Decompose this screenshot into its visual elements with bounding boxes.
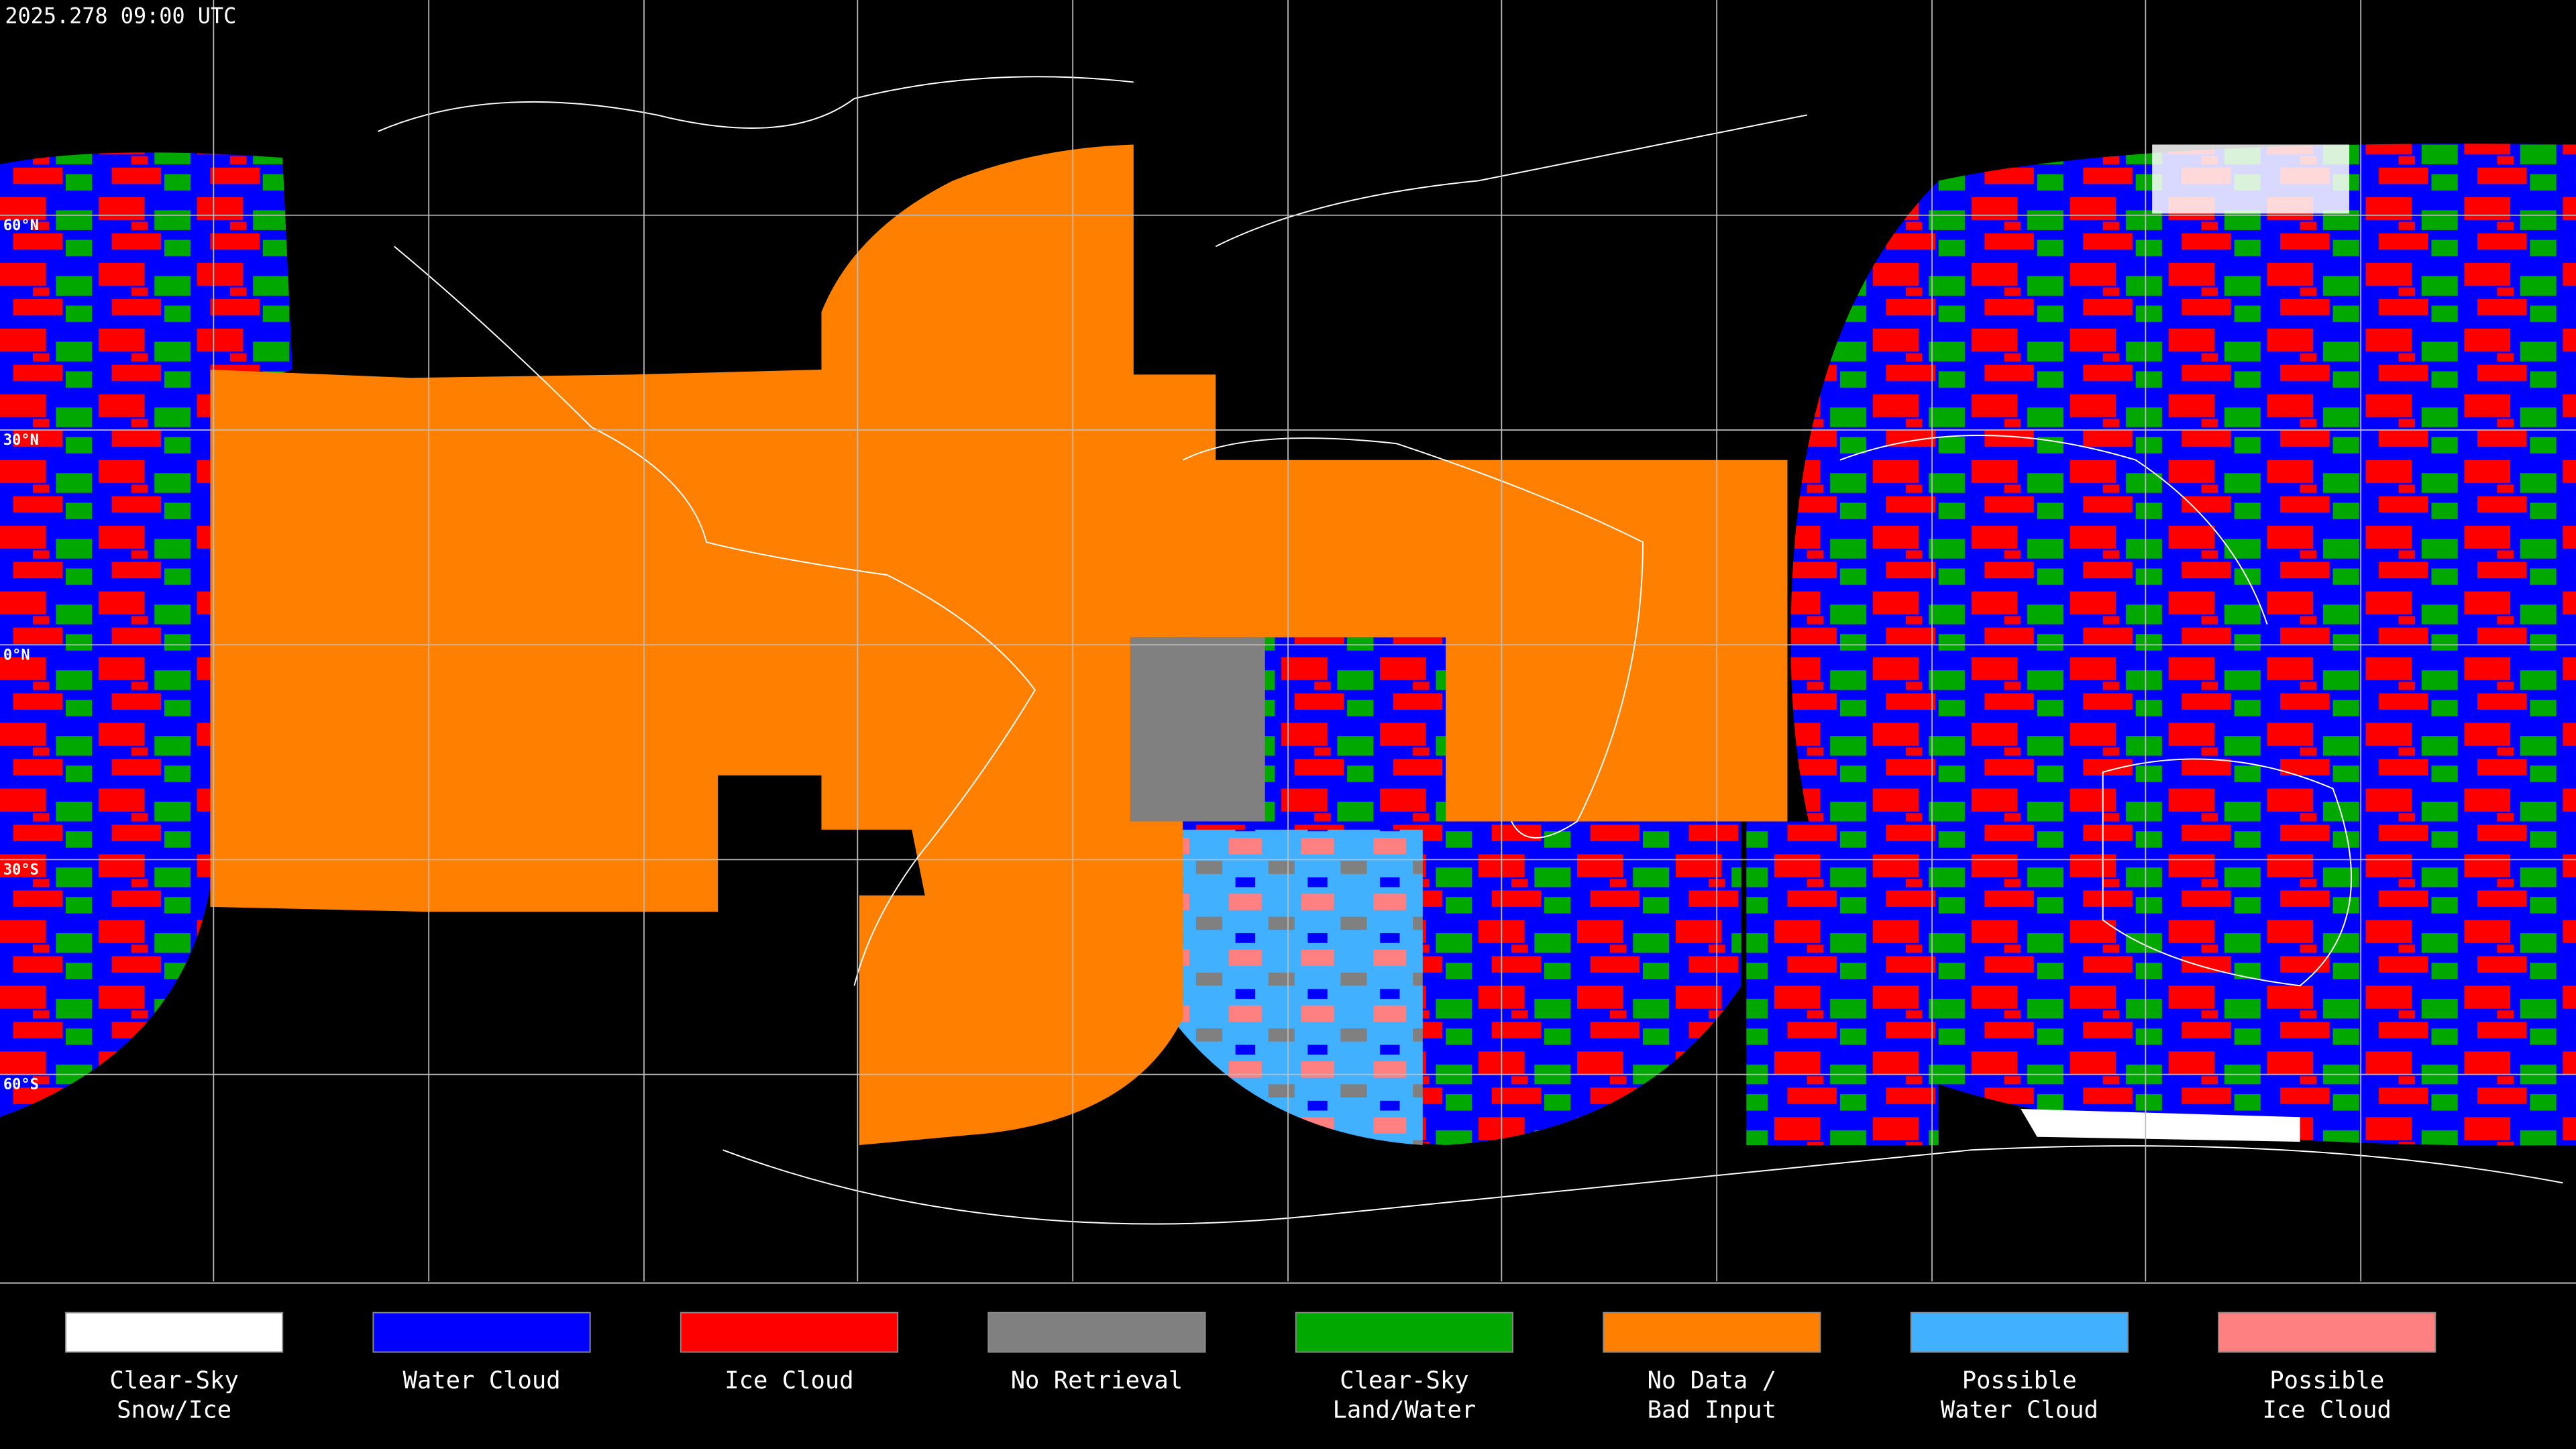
no-retrieval-area [1130,637,1265,822]
legend-swatch [680,1311,899,1353]
possible-cloud-area [1146,829,1423,1145]
legend-label: Land/Water [1333,1396,1477,1424]
legend-label: Ice Cloud [2263,1396,2392,1424]
snow-south [2021,1109,2300,1142]
legend-label: Water Cloud [1941,1396,2098,1424]
disc-west [0,152,292,1118]
legend-label: Ice Cloud [724,1366,853,1394]
legend-label: Water Cloud [402,1366,560,1394]
legend-label: Clear-Sky [109,1366,238,1394]
legend-label: Possible [2269,1366,2384,1394]
legend-swatch [2218,1311,2436,1353]
latitude-label: 30°N [3,432,39,449]
legend-swatch [64,1311,284,1353]
legend-swatch [1295,1311,1513,1353]
legend-swatch [1910,1311,2129,1353]
snow-north [2152,144,2350,214]
legend-label: No Data / [1648,1366,1776,1394]
latitude-label: 0°N [3,647,30,663]
latitude-label: 30°S [3,861,39,878]
latitude-label: 60°S [3,1077,39,1093]
legend-label: Clear-Sky [1340,1366,1468,1394]
legend-label: No Retrieval [1011,1366,1183,1394]
legend-label: Possible [1962,1366,2077,1394]
latitude-label: 60°N [3,217,39,234]
legend-swatch [987,1311,1206,1353]
graticule [213,0,2362,1282]
legend-swatch [1603,1311,1821,1353]
legend-label: Bad Input [1648,1396,1776,1424]
disc-seam [1746,821,1939,1145]
coastlines [377,76,2563,1225]
legend-label: Snow/Ice [117,1396,231,1424]
legend-swatch [372,1311,591,1353]
timestamp: 2025.278 09:00 UTC [5,3,236,28]
